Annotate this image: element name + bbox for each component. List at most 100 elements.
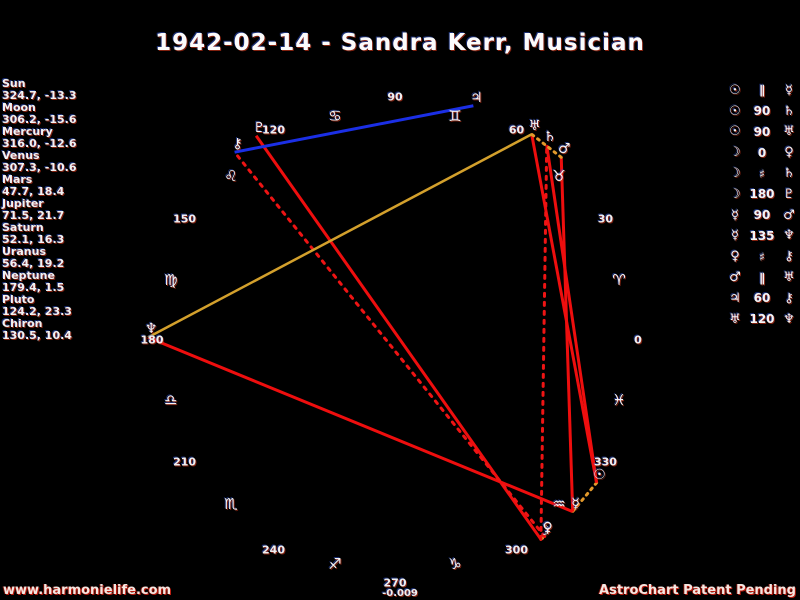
- page-title: 1942-02-14 - Sandra Kerr, Musician: [155, 30, 645, 56]
- venus-icon: ♀: [730, 249, 740, 265]
- planet-value-uranus: 56.4, 19.2: [2, 256, 65, 270]
- degree-label-210: 210: [173, 455, 197, 468]
- aspect-label: ∥: [759, 270, 765, 285]
- planet-value-mercury: 316.0, -12.6: [2, 136, 77, 150]
- aspect-line-jupiter-chiron: [234, 104, 474, 154]
- degree-label-330: 330: [593, 455, 617, 468]
- mercury-icon: ☿: [731, 228, 739, 244]
- aspect-label: 90: [753, 124, 771, 139]
- patent-notice: AstroChart Patent Pending: [599, 583, 796, 598]
- aspect-row: ☽ 0 ♀: [727, 142, 797, 163]
- planet-name-sun: Sun: [2, 77, 26, 90]
- degree-label-270: 270: [383, 576, 407, 590]
- zodiac-leo-icon: ♌: [224, 166, 238, 185]
- pluto-icon: ♇: [783, 186, 795, 202]
- chiron-icon: ⚷: [784, 249, 794, 265]
- planet-value-saturn: 52.1, 16.3: [2, 232, 65, 246]
- degree-label-150: 150: [173, 212, 197, 225]
- aspect-label: 135: [749, 228, 775, 243]
- venus-icon: ♀: [784, 145, 794, 161]
- aspect-line-mercury-mars: [559, 157, 575, 512]
- mars-icon: ♂: [729, 270, 741, 286]
- aspect-label: 90: [753, 208, 771, 223]
- aspect-label: 180: [749, 187, 775, 202]
- aspect-line-moon-saturn: [539, 143, 549, 541]
- planet-position-list: Sun 324.7, -13.3 Moon 306.2, -15.6 Mercury 31…: [2, 78, 77, 342]
- saturn-icon: ♄: [783, 103, 795, 119]
- website-link[interactable]: www.harmonielife.com: [3, 583, 172, 598]
- aspect-row: ♅ 120 ♆: [727, 309, 797, 330]
- zodiac-taurus-icon: ♉: [552, 166, 566, 185]
- chiron-icon: ⚷: [784, 290, 794, 306]
- planet-value-pluto: 124.2, 23.3: [2, 304, 72, 318]
- aspect-row: ☉ ∥ ☿: [727, 80, 797, 101]
- planet-value-mars: 47.7, 18.4: [2, 184, 65, 198]
- aspect-label: 120: [749, 312, 775, 327]
- aspect-row: ☽ ♯ ♄: [727, 163, 797, 184]
- planet-value-moon: 306.2, -15.6: [2, 112, 77, 126]
- degree-label-90: 90: [387, 90, 403, 104]
- aspect-list: ☉ ∥ ☿ ☉ 90 ♄ ☉ 90 ♅ ☽ 0 ♀ ☽ ♯ ♄ ☽ 180 ♇ ☿ 90 ♂ ☿ 135 ♆ ♀ ♯ ⚷ ♂ ∥ ♅ ♃ 60…: [727, 80, 797, 330]
- moon-icon: ☽: [729, 186, 741, 202]
- planet-name-moon: Moon: [2, 101, 36, 114]
- uranus-icon: ♅: [783, 270, 795, 286]
- degree-label-30: 30: [597, 212, 614, 225]
- planet-value-venus: 307.3, -10.6: [2, 160, 77, 174]
- planet-value-sun: 324.7, -13.3: [2, 88, 77, 102]
- sun-icon: ☉: [729, 124, 741, 140]
- neptune-icon: ♆: [144, 321, 158, 338]
- planet-name-jupiter: Jupiter: [2, 197, 44, 210]
- aspect-row: ☽ 180 ♇: [727, 184, 797, 205]
- zodiac-gemini-icon: ♊: [448, 106, 462, 125]
- uranus-icon: ♅: [729, 311, 741, 327]
- zodiac-cancer-icon: ♋: [328, 106, 342, 125]
- zodiac-aries-icon: ♈: [612, 270, 626, 289]
- aspect-line-mercury-neptune: [147, 336, 574, 513]
- uranus-icon: ♅: [783, 124, 795, 140]
- aspect-label: ♯: [759, 249, 765, 264]
- degree-label-300: 300: [505, 543, 528, 557]
- aspect-line-sun-uranus: [530, 133, 599, 484]
- planet-value-chiron: 130.5, 10.4: [2, 328, 72, 342]
- zodiac-pisces-icon: ♓: [612, 391, 626, 410]
- mars-icon: ♂: [783, 207, 795, 223]
- aspect-row: ☉ 90 ♄: [727, 101, 797, 122]
- planet-name-uranus: Uranus: [2, 245, 46, 258]
- aspect-line-venus-chiron: [233, 150, 547, 538]
- degree-label-240: 240: [262, 543, 285, 557]
- aspect-label: ∥: [759, 83, 765, 98]
- mercury-icon: ☿: [571, 495, 580, 512]
- aspect-line-sun-mercury: [571, 481, 599, 514]
- aspect-line-mars-uranus: [530, 132, 563, 159]
- zodiac-libra-icon: ♎: [164, 391, 178, 410]
- planet-name-venus: Venus: [2, 149, 40, 162]
- aspect-row: ♀ ♯ ⚷: [727, 246, 797, 267]
- sun-icon: ☉: [729, 103, 741, 119]
- moon-icon: ☽: [729, 166, 741, 182]
- aspect-label: 90: [753, 104, 771, 119]
- aspect-row: ☿ 90 ♂: [727, 205, 797, 226]
- aspect-row: ♂ ∥ ♅: [727, 267, 797, 288]
- planet-name-chiron: Chiron: [2, 317, 43, 330]
- harmonic-offset-value: -0.009: [382, 588, 418, 599]
- degree-label-120: 120: [262, 123, 285, 137]
- neptune-icon: ♆: [783, 311, 795, 327]
- jupiter-icon: ♃: [729, 290, 741, 306]
- planet-name-saturn: Saturn: [2, 221, 44, 234]
- mercury-icon: ☿: [785, 82, 793, 98]
- zodiac-sagittarius-icon: ♐: [328, 555, 342, 574]
- aspect-row: ☿ 135 ♆: [727, 226, 797, 247]
- planet-name-mercury: Mercury: [2, 125, 53, 138]
- aspect-label: 0: [757, 145, 767, 160]
- jupiter-icon: ♃: [470, 89, 483, 106]
- zodiac-aquarius-icon: ♒: [552, 495, 566, 514]
- saturn-icon: ♄: [783, 166, 795, 182]
- planet-name-mars: Mars: [2, 173, 33, 186]
- zodiac-capricorn-icon: ♑: [448, 555, 462, 574]
- planet-value-neptune: 179.4, 1.5: [2, 280, 65, 294]
- aspect-row: ☉ 90 ♅: [727, 122, 797, 143]
- uranus-icon: ♅: [528, 118, 541, 135]
- zodiac-scorpio-icon: ♏: [224, 495, 238, 514]
